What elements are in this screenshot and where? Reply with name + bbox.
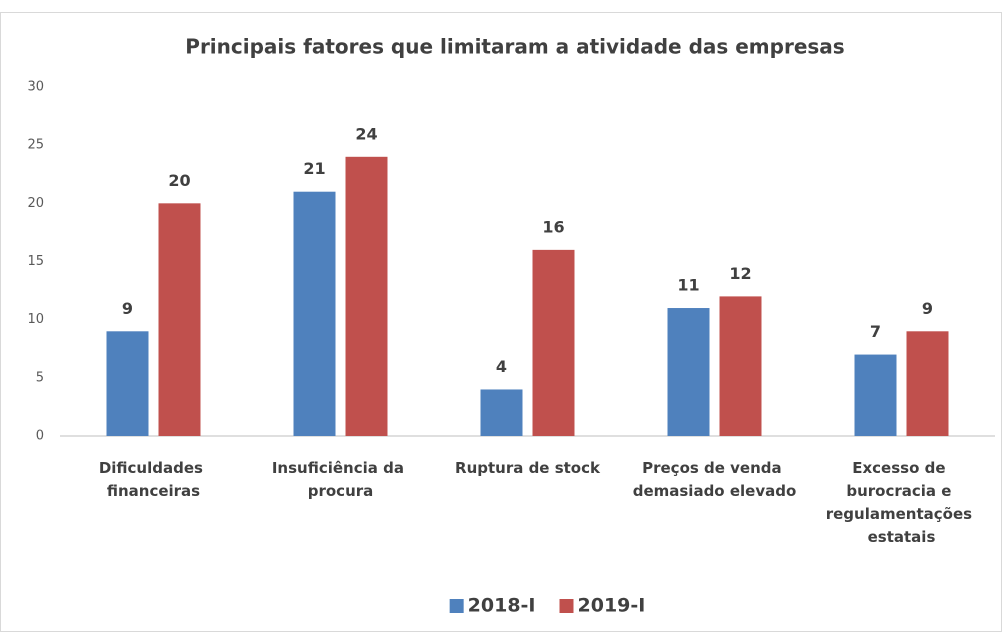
data-label: 20 [168, 171, 190, 190]
data-label: 12 [729, 264, 751, 283]
bar [293, 191, 336, 436]
bar [480, 389, 523, 436]
bar [667, 308, 710, 436]
y-tick-label: 0 [36, 429, 44, 444]
bar [719, 296, 762, 436]
x-tick-label: Dificuldades financeiras [99, 459, 208, 500]
legend-label: 2019-I [578, 595, 646, 617]
bar [532, 249, 575, 436]
data-label: 7 [870, 322, 881, 341]
data-label: 21 [303, 159, 325, 178]
bar [345, 156, 388, 437]
x-tick-label: Ruptura de stock [455, 459, 601, 477]
y-tick-label: 5 [36, 370, 44, 385]
bar [106, 331, 149, 436]
data-label: 11 [677, 276, 699, 295]
data-label: 9 [922, 299, 933, 318]
data-label: 4 [496, 357, 507, 376]
data-label: 16 [542, 217, 564, 236]
chart-border [0, 12, 1002, 632]
x-tick-label: Preços de venda demasiado elevado [633, 459, 797, 500]
bar [906, 331, 949, 436]
legend-label: 2018-I [468, 595, 536, 617]
legend-swatch [559, 599, 574, 613]
y-tick-label: 30 [27, 80, 44, 95]
x-tick-label: Excesso de burocracia e regulamentações … [826, 459, 978, 546]
bar [854, 354, 897, 436]
chart-title: Principais fatores que limitaram a ativi… [185, 35, 844, 59]
x-tick-label: Insuficiência da procura [272, 459, 409, 500]
legend-swatch [449, 599, 464, 613]
data-label: 24 [355, 124, 377, 143]
y-tick-label: 25 [27, 138, 44, 153]
y-tick-label: 20 [27, 196, 44, 211]
y-tick-label: 15 [27, 254, 44, 269]
y-tick-label: 10 [27, 312, 44, 327]
legend: 2018-I 2019-I [449, 595, 646, 617]
data-label: 9 [122, 299, 133, 318]
bar [158, 203, 201, 436]
